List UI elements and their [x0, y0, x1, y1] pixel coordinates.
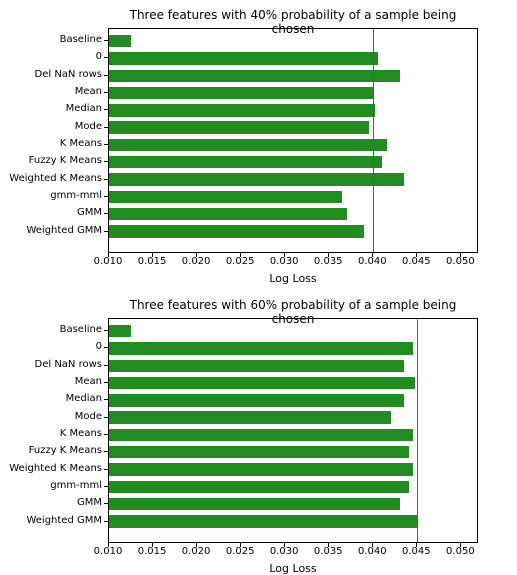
y-tick-mark — [104, 179, 108, 180]
x-tick-label: 0.010 — [94, 547, 123, 557]
y-tick-label: Mean — [75, 87, 102, 97]
x-tick-label: 0.020 — [182, 547, 211, 557]
y-tick-label: Fuzzy K Means — [29, 446, 102, 456]
bar — [109, 156, 382, 168]
x-tick-label: 0.050 — [446, 547, 475, 557]
x-tick-label: 0.015 — [138, 547, 167, 557]
y-tick-label: GMM — [77, 498, 102, 508]
plot-area — [108, 28, 478, 253]
y-tick-label: 0 — [96, 52, 102, 62]
bar — [109, 394, 404, 406]
y-tick-mark — [104, 75, 108, 76]
y-tick-mark — [104, 40, 108, 41]
y-tick-mark — [104, 451, 108, 452]
y-tick-label: Baseline — [60, 325, 102, 335]
y-tick-mark — [104, 330, 108, 331]
bar — [109, 87, 373, 99]
x-tick-label: 0.045 — [402, 257, 431, 267]
bar — [109, 342, 413, 354]
y-tick-label: K Means — [60, 139, 102, 149]
x-axis-label: Log Loss — [108, 272, 478, 285]
bar — [109, 104, 375, 116]
bar — [109, 70, 400, 82]
y-tick-mark — [104, 92, 108, 93]
y-tick-mark — [104, 486, 108, 487]
chart-60pct: Three features with 60% probability of a… — [108, 318, 478, 543]
y-tick-label: Mode — [75, 412, 102, 422]
y-tick-mark — [104, 521, 108, 522]
y-tick-mark — [104, 503, 108, 504]
y-tick-label: Weighted K Means — [9, 174, 102, 184]
y-tick-mark — [104, 382, 108, 383]
figure: Three features with 40% probability of a… — [0, 0, 517, 571]
bar — [109, 225, 364, 237]
y-tick-mark — [104, 347, 108, 348]
y-tick-mark — [104, 399, 108, 400]
y-tick-label: Mode — [75, 122, 102, 132]
bar — [109, 121, 369, 133]
x-tick-label: 0.045 — [402, 547, 431, 557]
plot-area — [108, 318, 478, 543]
x-tick-label: 0.035 — [314, 257, 343, 267]
y-tick-label: Median — [66, 394, 102, 404]
bar — [109, 208, 347, 220]
bar — [109, 498, 400, 510]
bar — [109, 429, 413, 441]
y-tick-label: Mean — [75, 377, 102, 387]
bar — [109, 515, 417, 527]
y-tick-label: Median — [66, 104, 102, 114]
y-tick-label: Weighted GMM — [26, 226, 102, 236]
x-tick-label: 0.010 — [94, 257, 123, 267]
y-tick-label: Weighted K Means — [9, 464, 102, 474]
x-tick-label: 0.040 — [358, 257, 387, 267]
x-tick-label: 0.040 — [358, 547, 387, 557]
x-axis-label: Log Loss — [108, 562, 478, 575]
y-tick-mark — [104, 434, 108, 435]
y-tick-mark — [104, 231, 108, 232]
y-tick-mark — [104, 144, 108, 145]
chart-40pct: Three features with 40% probability of a… — [108, 28, 478, 253]
bar — [109, 191, 342, 203]
bar — [109, 35, 131, 47]
y-tick-label: Del NaN rows — [35, 70, 102, 80]
y-tick-mark — [104, 57, 108, 58]
y-tick-label: Weighted GMM — [26, 516, 102, 526]
y-tick-label: K Means — [60, 429, 102, 439]
x-tick-label: 0.025 — [226, 547, 255, 557]
y-tick-mark — [104, 109, 108, 110]
bar — [109, 325, 131, 337]
x-tick-label: 0.030 — [270, 257, 299, 267]
y-tick-mark — [104, 469, 108, 470]
y-tick-mark — [104, 161, 108, 162]
y-tick-label: gmm-mml — [50, 191, 102, 201]
x-tick-label: 0.030 — [270, 547, 299, 557]
y-tick-mark — [104, 417, 108, 418]
bar — [109, 377, 415, 389]
bar — [109, 411, 391, 423]
bar — [109, 360, 404, 372]
x-tick-label: 0.025 — [226, 257, 255, 267]
y-tick-mark — [104, 127, 108, 128]
y-tick-label: Fuzzy K Means — [29, 156, 102, 166]
bar — [109, 446, 409, 458]
bar — [109, 52, 378, 64]
y-tick-label: gmm-mml — [50, 481, 102, 491]
y-tick-label: Baseline — [60, 35, 102, 45]
bar — [109, 463, 413, 475]
x-tick-label: 0.015 — [138, 257, 167, 267]
y-tick-mark — [104, 196, 108, 197]
y-tick-label: 0 — [96, 342, 102, 352]
x-tick-label: 0.035 — [314, 547, 343, 557]
reference-line — [373, 29, 374, 252]
bar — [109, 173, 404, 185]
x-tick-label: 0.020 — [182, 257, 211, 267]
x-tick-label: 0.050 — [446, 257, 475, 267]
reference-line — [417, 319, 418, 542]
y-tick-mark — [104, 365, 108, 366]
bar — [109, 481, 409, 493]
y-tick-label: Del NaN rows — [35, 360, 102, 370]
y-tick-label: GMM — [77, 208, 102, 218]
bar — [109, 139, 387, 151]
y-tick-mark — [104, 213, 108, 214]
